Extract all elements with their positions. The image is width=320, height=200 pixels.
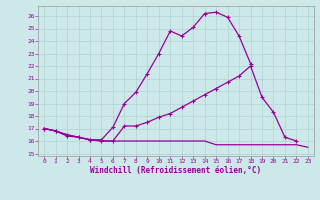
X-axis label: Windchill (Refroidissement éolien,°C): Windchill (Refroidissement éolien,°C) xyxy=(91,166,261,175)
